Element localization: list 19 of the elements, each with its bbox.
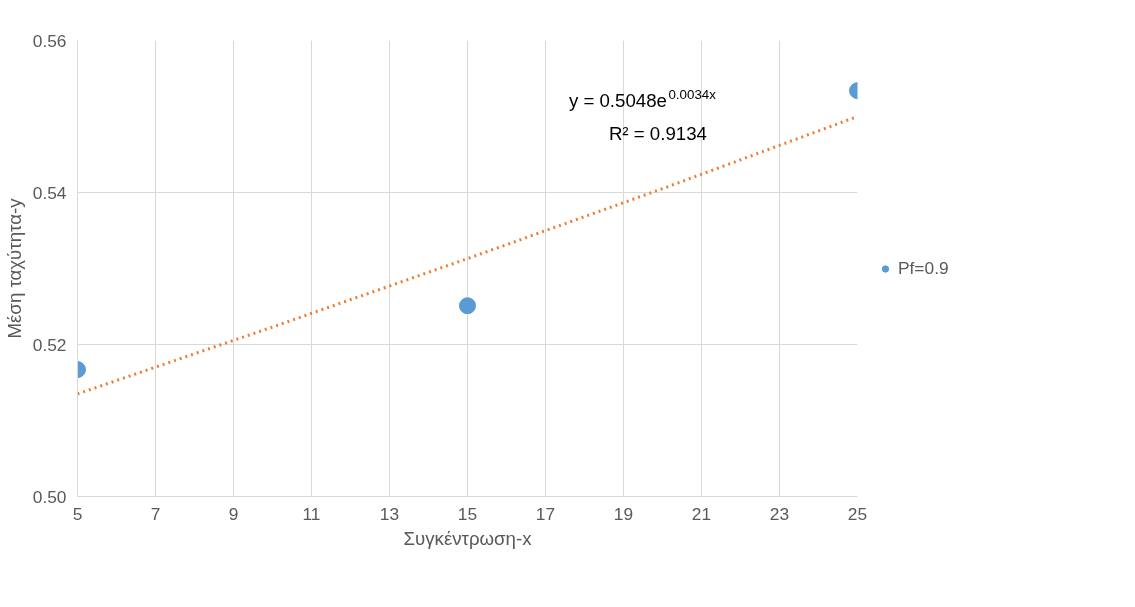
- y-tick-label: 0.56: [32, 30, 67, 51]
- y-tick-label: 0.52: [32, 334, 67, 355]
- x-tick-label: 11: [302, 503, 321, 524]
- x-axis-title: Συγκέντρωση-x: [403, 527, 533, 549]
- y-axis-title: Μέση ταχύτητα-y: [3, 197, 25, 339]
- y-tick-label: 0.50: [32, 486, 67, 507]
- legend-label: Pf=0.9: [898, 257, 949, 279]
- x-tick-label: 9: [228, 503, 239, 524]
- y-tick-label: 0.54: [32, 182, 67, 203]
- x-tick-label: 21: [691, 503, 712, 524]
- x-tick-label: 25: [847, 503, 868, 524]
- x-tick-label: 7: [150, 503, 161, 524]
- annotation: R² = 0.9134: [608, 123, 707, 145]
- x-tick-label: 19: [613, 503, 634, 524]
- x-tick-label: 5: [72, 503, 83, 524]
- x-tick-label: 17: [535, 503, 556, 524]
- x-tick-label: 15: [457, 503, 478, 524]
- x-tick-label: 23: [769, 503, 790, 524]
- x-tick-label: 13: [379, 503, 400, 524]
